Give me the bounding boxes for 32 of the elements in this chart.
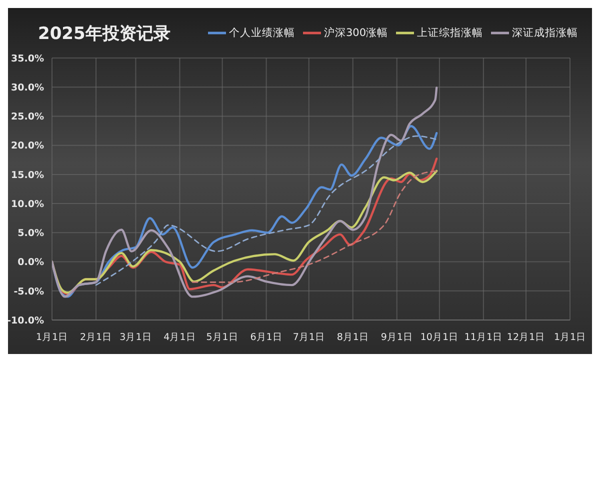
line-series <box>192 170 438 283</box>
y-tick-label: 5.0% <box>18 228 44 240</box>
legend-label: 深证成指涨幅 <box>512 26 578 40</box>
y-tick-label: 15.0% <box>11 170 44 181</box>
legend-label: 上证综指涨幅 <box>417 26 483 40</box>
x-tick-label: 4月1日 <box>164 332 196 343</box>
x-tick-label: 1月1日 <box>554 332 586 343</box>
y-tick-label: 25.0% <box>11 112 44 123</box>
line-series <box>52 125 438 298</box>
x-tick-label: 5月1日 <box>206 332 238 343</box>
y-tick-label: 30.0% <box>11 82 44 94</box>
line-series <box>95 135 438 286</box>
x-tick-label: 6月1日 <box>250 332 282 343</box>
y-tick-label: 35.0% <box>11 53 44 64</box>
x-tick-label: 9月1日 <box>380 332 413 343</box>
x-tick-label: 11月1日 <box>464 332 502 343</box>
x-tick-label: 8月1日 <box>336 332 369 343</box>
x-tick-label: 1月1日 <box>36 332 68 343</box>
legend-label: 个人业绩涨幅 <box>228 26 295 40</box>
x-tick-label: 2月1日 <box>80 332 112 343</box>
y-tick-label: 20.0% <box>11 140 44 152</box>
x-tick-label: 3月1日 <box>120 332 152 343</box>
x-tick-label: 12月1日 <box>506 332 546 343</box>
y-tick-label: 10.0% <box>11 198 44 210</box>
x-tick-label: 10月1日 <box>420 332 459 343</box>
y-tick-label: -5.0% <box>14 286 44 298</box>
line-series <box>52 86 438 298</box>
x-tick-label: 7月1日 <box>292 332 325 343</box>
y-tick-label: 0.0% <box>18 257 44 268</box>
chart-title: 2025年投资记录 <box>38 22 170 44</box>
legend-label: 沪深300涨幅 <box>324 26 388 40</box>
y-tick-label: -10.0% <box>7 315 44 326</box>
